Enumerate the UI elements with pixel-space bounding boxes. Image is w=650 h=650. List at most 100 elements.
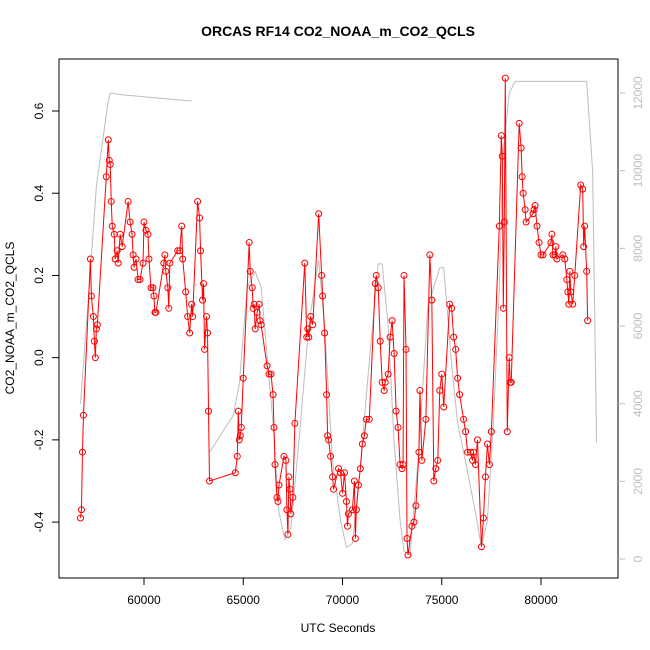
x-tick-label: 65000 xyxy=(227,593,261,607)
point xyxy=(106,160,114,168)
point xyxy=(165,304,173,312)
point xyxy=(398,465,406,473)
y2-tick-label: 4000 xyxy=(631,390,645,417)
series-line xyxy=(79,80,598,557)
point xyxy=(376,337,384,345)
point xyxy=(454,374,462,382)
point xyxy=(93,321,101,329)
point xyxy=(128,230,136,238)
point xyxy=(360,432,368,440)
point xyxy=(358,440,366,448)
point xyxy=(114,259,122,267)
point xyxy=(583,267,591,275)
point xyxy=(89,313,97,321)
point xyxy=(422,415,430,423)
point xyxy=(473,436,481,444)
point xyxy=(518,173,526,181)
point xyxy=(124,197,132,205)
point xyxy=(483,440,491,448)
point xyxy=(501,74,509,82)
point xyxy=(206,477,214,485)
point xyxy=(287,510,295,518)
point xyxy=(231,469,239,477)
y-tick-label: -0.2 xyxy=(32,429,46,450)
point xyxy=(552,243,560,251)
point xyxy=(149,284,157,292)
point xyxy=(426,251,434,259)
point xyxy=(412,502,420,510)
point xyxy=(500,218,508,226)
point xyxy=(400,271,408,279)
point xyxy=(256,317,264,325)
point xyxy=(126,218,134,226)
point xyxy=(396,461,404,469)
point xyxy=(372,271,380,279)
point xyxy=(318,271,326,279)
point xyxy=(204,329,212,337)
point xyxy=(327,452,335,460)
point xyxy=(335,465,343,473)
point xyxy=(76,514,84,522)
point xyxy=(140,218,148,226)
point xyxy=(374,284,382,292)
point xyxy=(92,325,100,333)
point xyxy=(184,313,192,321)
point xyxy=(462,428,470,436)
point xyxy=(178,222,186,230)
point xyxy=(460,415,468,423)
point xyxy=(108,222,116,230)
point xyxy=(186,329,194,337)
point xyxy=(301,259,309,267)
x-tick-label: 70000 xyxy=(326,593,360,607)
point xyxy=(239,374,247,382)
point xyxy=(176,247,184,255)
point xyxy=(519,189,527,197)
point xyxy=(145,255,153,263)
point xyxy=(388,317,396,325)
point xyxy=(321,329,329,337)
point xyxy=(547,239,555,247)
point xyxy=(77,506,85,514)
point xyxy=(399,461,407,469)
point xyxy=(404,551,412,559)
point xyxy=(286,485,294,493)
point xyxy=(507,378,515,386)
point xyxy=(234,407,242,415)
point xyxy=(248,284,256,292)
y-tick-label: 0.6 xyxy=(32,102,46,119)
y2-tick-label: 8000 xyxy=(631,235,645,262)
point xyxy=(356,465,364,473)
point xyxy=(91,354,99,362)
point xyxy=(275,481,283,489)
point xyxy=(189,313,197,321)
point xyxy=(549,251,557,259)
point xyxy=(351,535,359,543)
point xyxy=(116,230,124,238)
point xyxy=(530,206,538,214)
point xyxy=(150,292,158,300)
point xyxy=(561,255,569,263)
point xyxy=(432,465,440,473)
point xyxy=(105,156,113,164)
point xyxy=(487,428,495,436)
point xyxy=(515,119,523,127)
point xyxy=(470,448,478,456)
point xyxy=(337,469,345,477)
point xyxy=(182,288,190,296)
point xyxy=(584,317,592,325)
point xyxy=(255,300,263,308)
point xyxy=(354,481,362,489)
point xyxy=(118,243,126,251)
point xyxy=(381,378,389,386)
y-tick-label: 0.0 xyxy=(32,349,46,366)
point xyxy=(246,267,254,275)
point xyxy=(467,448,475,456)
point xyxy=(253,308,261,316)
point xyxy=(142,226,150,234)
point xyxy=(446,300,454,308)
point xyxy=(280,452,288,460)
x-tick-label: 60000 xyxy=(127,593,161,607)
point xyxy=(161,251,169,259)
point xyxy=(305,333,313,341)
point xyxy=(203,313,211,321)
